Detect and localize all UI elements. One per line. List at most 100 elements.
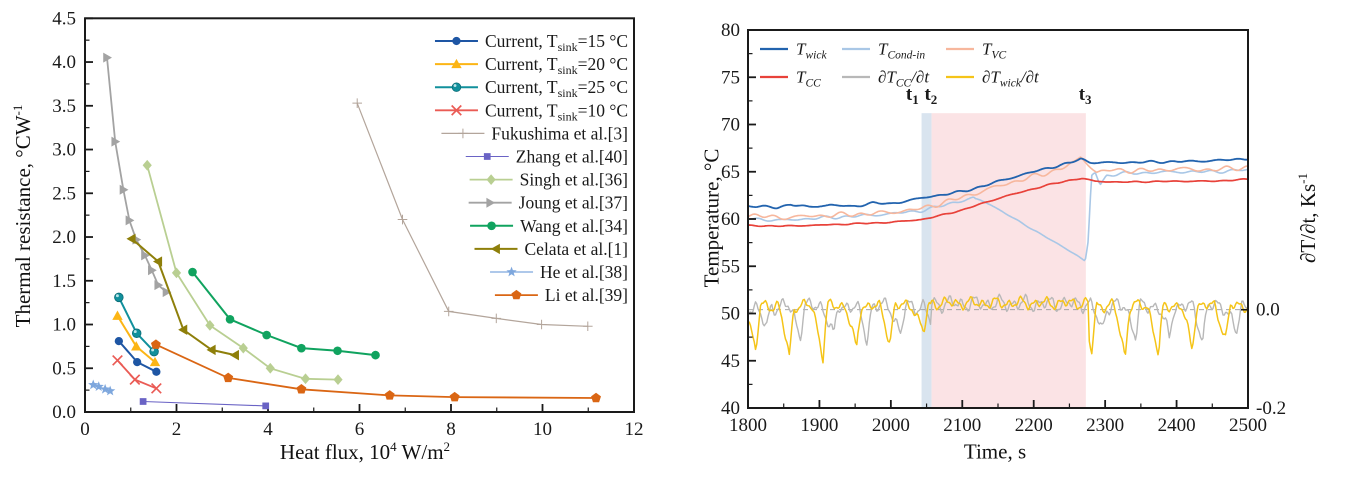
svg-text:Current, Tsink=25 °C: Current, Tsink=25 °C [485, 77, 628, 100]
left-x-axis-title-sup2: 2 [443, 439, 451, 454]
left-x-tick-label: 0 [80, 419, 90, 440]
temperature-tick-label: 50 [721, 304, 740, 325]
right-chart-derivative-axis-title: ∂T/∂t, Ks-1 [1295, 173, 1321, 263]
svg-text:∂Twick/∂t: ∂Twick/∂t [982, 68, 1040, 90]
svg-text:Twick: Twick [796, 40, 827, 62]
svg-text:t1: t1 [906, 84, 919, 107]
legend-entry-T_wick: Twick [760, 40, 827, 62]
left-x-tick-label: 12 [625, 419, 644, 440]
series-Zhang et al.[40] [139, 398, 270, 410]
svg-text:He et al.[38]: He et al.[38] [540, 262, 628, 282]
left-x-tick-label: 6 [355, 419, 365, 440]
derivative-tick-label: 0.0 [1256, 300, 1280, 321]
time-annotations: t1 t2 t3 [906, 84, 1092, 107]
left-y-tick-label: 3.0 [52, 140, 76, 161]
svg-text:Joung et al.[37]: Joung et al.[37] [519, 193, 628, 213]
temperature-tick-label: 60 [721, 209, 740, 230]
left-x-axis-title-text: Heat flux, 10 [279, 440, 391, 464]
temperature-tick-label: 65 [721, 162, 740, 183]
svg-text:Li et al.[39]: Li et al.[39] [545, 285, 628, 305]
legend-entry-T_VC: TVC [946, 40, 1006, 62]
time-tick-label: 2200 [1015, 415, 1053, 436]
left-y-axis-title: Thermal resistance, °CW-1 [10, 105, 36, 328]
series-∂T_CC/∂t [747, 293, 1249, 346]
series-Singh et al.[36] [142, 159, 343, 386]
left-axes-ticks: 0.0 0.5 1.0 1.5 2.0 2.5 3.0 3.5 4.0 4.5 0 2 4 6 8 10 12 [52, 8, 643, 440]
left-y-tick-label: 4.0 [52, 52, 76, 73]
svg-text:TCond-in: TCond-in [878, 40, 925, 62]
series-Celata et al.[1] [126, 233, 239, 361]
legend-entry-Current, T_sink=10 °C: Current, Tsink=10 °C [434, 100, 628, 123]
temperature-tick-label: 55 [721, 256, 740, 277]
svg-text:Current, Tsink=15 °C: Current, Tsink=15 °C [485, 31, 628, 54]
left-plot: 0.0 0.5 1.0 1.5 2.0 2.5 3.0 3.5 4.0 4.5 0 2 4 6 8 10 12 C… [52, 8, 643, 440]
left-y-axis-title-text: Thermal resistance, °CW [11, 115, 35, 328]
series-He et al.[38] [88, 379, 116, 396]
svg-text:TVC: TVC [982, 40, 1006, 62]
legend-entry-∂T_CC/∂t: ∂TCC/∂t [842, 68, 930, 90]
series-Current, T_sink=25 °C [114, 292, 159, 357]
left-x-tick-label: 4 [263, 419, 273, 440]
svg-text:t3: t3 [1079, 84, 1092, 107]
legend-entry-T_Cond-in: TCond-in [842, 40, 925, 62]
legend-entry-T_CC: TCC [760, 68, 821, 90]
legend-entry-Wang et al.[34]: Wang et al.[34] [470, 216, 628, 236]
legend-entry-Current, T_sink=25 °C: Current, Tsink=25 °C [434, 77, 628, 100]
legend-entry-Singh et al.[36]: Singh et al.[36] [469, 170, 628, 190]
thermal-resistance-chart: 0.0 0.5 1.0 1.5 2.0 2.5 3.0 3.5 4.0 4.5 0 2 4 6 8 10 12 C… [52, 8, 643, 440]
right-chart-derivative-axis-title-sup: -1 [1295, 173, 1310, 184]
left-y-tick-label: 2.0 [52, 227, 76, 248]
left-y-tick-label: 1.0 [52, 315, 76, 336]
right-x-axis-title: Time, s [964, 440, 1026, 465]
right-legend: Twick TCond-in TVC TCC ∂TCC/∂t ∂Twick/∂t [760, 40, 1040, 90]
left-x-tick-label: 2 [172, 419, 182, 440]
left-y-tick-label: 4.5 [52, 8, 76, 29]
legend-entry-Current, T_sink=20 °C: Current, Tsink=20 °C [434, 54, 628, 77]
right-axes-ticks: 40 45 50 55 60 65 70 75 80 1800 1900 2000 2100 2200 23… [721, 20, 1286, 436]
svg-text:Fukushima et al.[3]: Fukushima et al.[3] [491, 123, 628, 143]
t2-t3-band [931, 113, 1086, 407]
svg-text:TCC: TCC [796, 68, 821, 90]
left-y-tick-label: 3.5 [52, 96, 76, 117]
left-y-tick-label: 1.5 [52, 271, 76, 292]
svg-text:∂TCC/∂t: ∂TCC/∂t [878, 68, 930, 90]
right-chart-derivative-axis-title-text: ∂T/∂t, Ks [1296, 183, 1320, 263]
temperature-tick-label: 75 [721, 67, 740, 88]
t1-t2-band [921, 113, 932, 407]
left-x-axis-title-sup: 4 [390, 439, 397, 454]
svg-text:Celata et al.[1]: Celata et al.[1] [525, 239, 629, 259]
temperature-time-chart: 40 45 50 55 60 65 70 75 80 1800 1900 2000 2100 2200 23… [721, 20, 1286, 436]
time-tick-label: 2300 [1086, 415, 1124, 436]
svg-text:Current, Tsink=20 °C: Current, Tsink=20 °C [485, 54, 628, 77]
right-x-axis-title-text: Time, s [963, 439, 1027, 464]
svg-text:Wang et al.[34]: Wang et al.[34] [520, 216, 628, 236]
svg-text:Singh et al.[36]: Singh et al.[36] [520, 170, 628, 190]
svg-text:Zhang et al.[40]: Zhang et al.[40] [516, 147, 628, 167]
time-tick-label: 2400 [1158, 415, 1196, 436]
series-Current, T_sink=20 °C [112, 310, 161, 367]
left-y-tick-label: 0.5 [52, 358, 76, 379]
temperature-tick-label: 40 [721, 398, 740, 419]
legend-entry-Celata et al.[1]: Celata et al.[1] [474, 239, 629, 259]
svg-text:Current, Tsink=10 °C: Current, Tsink=10 °C [485, 100, 628, 123]
series-T_wick [747, 157, 1249, 210]
series-Current, T_sink=15 °C [114, 336, 161, 376]
series-T_CC [747, 177, 1249, 228]
series-T_VC [747, 156, 1249, 221]
series-Li et al.[39] [150, 339, 601, 403]
svg-text:t2: t2 [924, 84, 937, 107]
time-tick-label: 1900 [800, 415, 838, 436]
left-x-axis-title: Heat flux, 104 W/m2 [280, 439, 450, 465]
left-x-axis-title-text2: W/m [396, 440, 444, 464]
left-y-tick-label: 0.0 [52, 402, 76, 423]
time-tick-label: 2000 [872, 415, 910, 436]
right-chart-temperature-axis-title-text: Temperature, °C [699, 148, 724, 288]
left-x-tick-label: 10 [533, 419, 552, 440]
time-tick-label: 1800 [729, 415, 767, 436]
right-chart-temperature-axis-title: Temperature, °C [700, 149, 725, 288]
temperature-tick-label: 45 [721, 351, 740, 372]
legend-entry-Fukushima et al.[3]: Fukushima et al.[3] [441, 123, 628, 143]
right-plot: 40 45 50 55 60 65 70 75 80 1800 1900 2000 2100 2200 23… [721, 20, 1286, 436]
